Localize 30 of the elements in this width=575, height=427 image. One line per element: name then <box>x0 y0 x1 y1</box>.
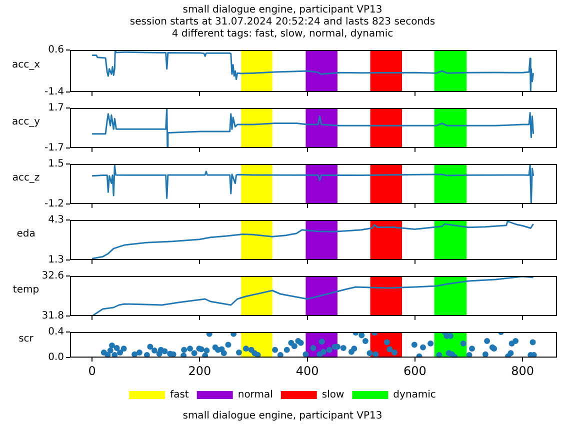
y-axis-title: eda <box>16 228 36 240</box>
x-tick-label: 800 <box>511 364 534 378</box>
x-tick-label: 600 <box>403 364 426 378</box>
y-tick-label: 1.3 <box>48 254 64 266</box>
y-tick-label: 0.0 <box>48 352 64 364</box>
y-tick-label: -1.7 <box>44 142 64 154</box>
legend-label: slow <box>322 390 344 401</box>
y-tick-label: -1.2 <box>44 198 64 210</box>
legend-label: dynamic <box>393 390 436 401</box>
y-tick-label: 0.4 <box>48 326 64 338</box>
x-axis-title: small dialogue engine, participant VP13 <box>182 410 382 422</box>
legend-label: fast <box>170 390 189 401</box>
y-tick-label: 31.8 <box>42 310 64 322</box>
chart-title: small dialogue engine, participant VP13 <box>182 4 382 16</box>
y-tick-label: 1.5 <box>48 158 64 170</box>
y-tick-label: -1.4 <box>44 86 64 98</box>
chart-subtitle: session starts at 31.07.2024 20:52:24 and lasts 823 seconds 4 different tags: fast, slow, normal, dynamic <box>130 16 436 40</box>
y-axis-title: temp <box>12 284 40 296</box>
x-tick-label: 0 <box>88 364 96 378</box>
y-tick-label: 0.6 <box>48 44 64 56</box>
y-axis-title: acc_x <box>12 60 40 71</box>
x-tick-label: 200 <box>188 364 212 378</box>
y-tick-label: 4.3 <box>48 214 64 226</box>
y-axis-title: scr <box>18 333 34 344</box>
y-axis-title: acc_y <box>12 116 40 128</box>
x-tick-label: 400 <box>296 364 319 378</box>
y-tick-label: 1.7 <box>48 102 64 114</box>
legend-label: normal <box>238 390 273 401</box>
y-axis-title: acc_z <box>12 172 40 184</box>
y-tick-label: 32.6 <box>42 270 64 282</box>
